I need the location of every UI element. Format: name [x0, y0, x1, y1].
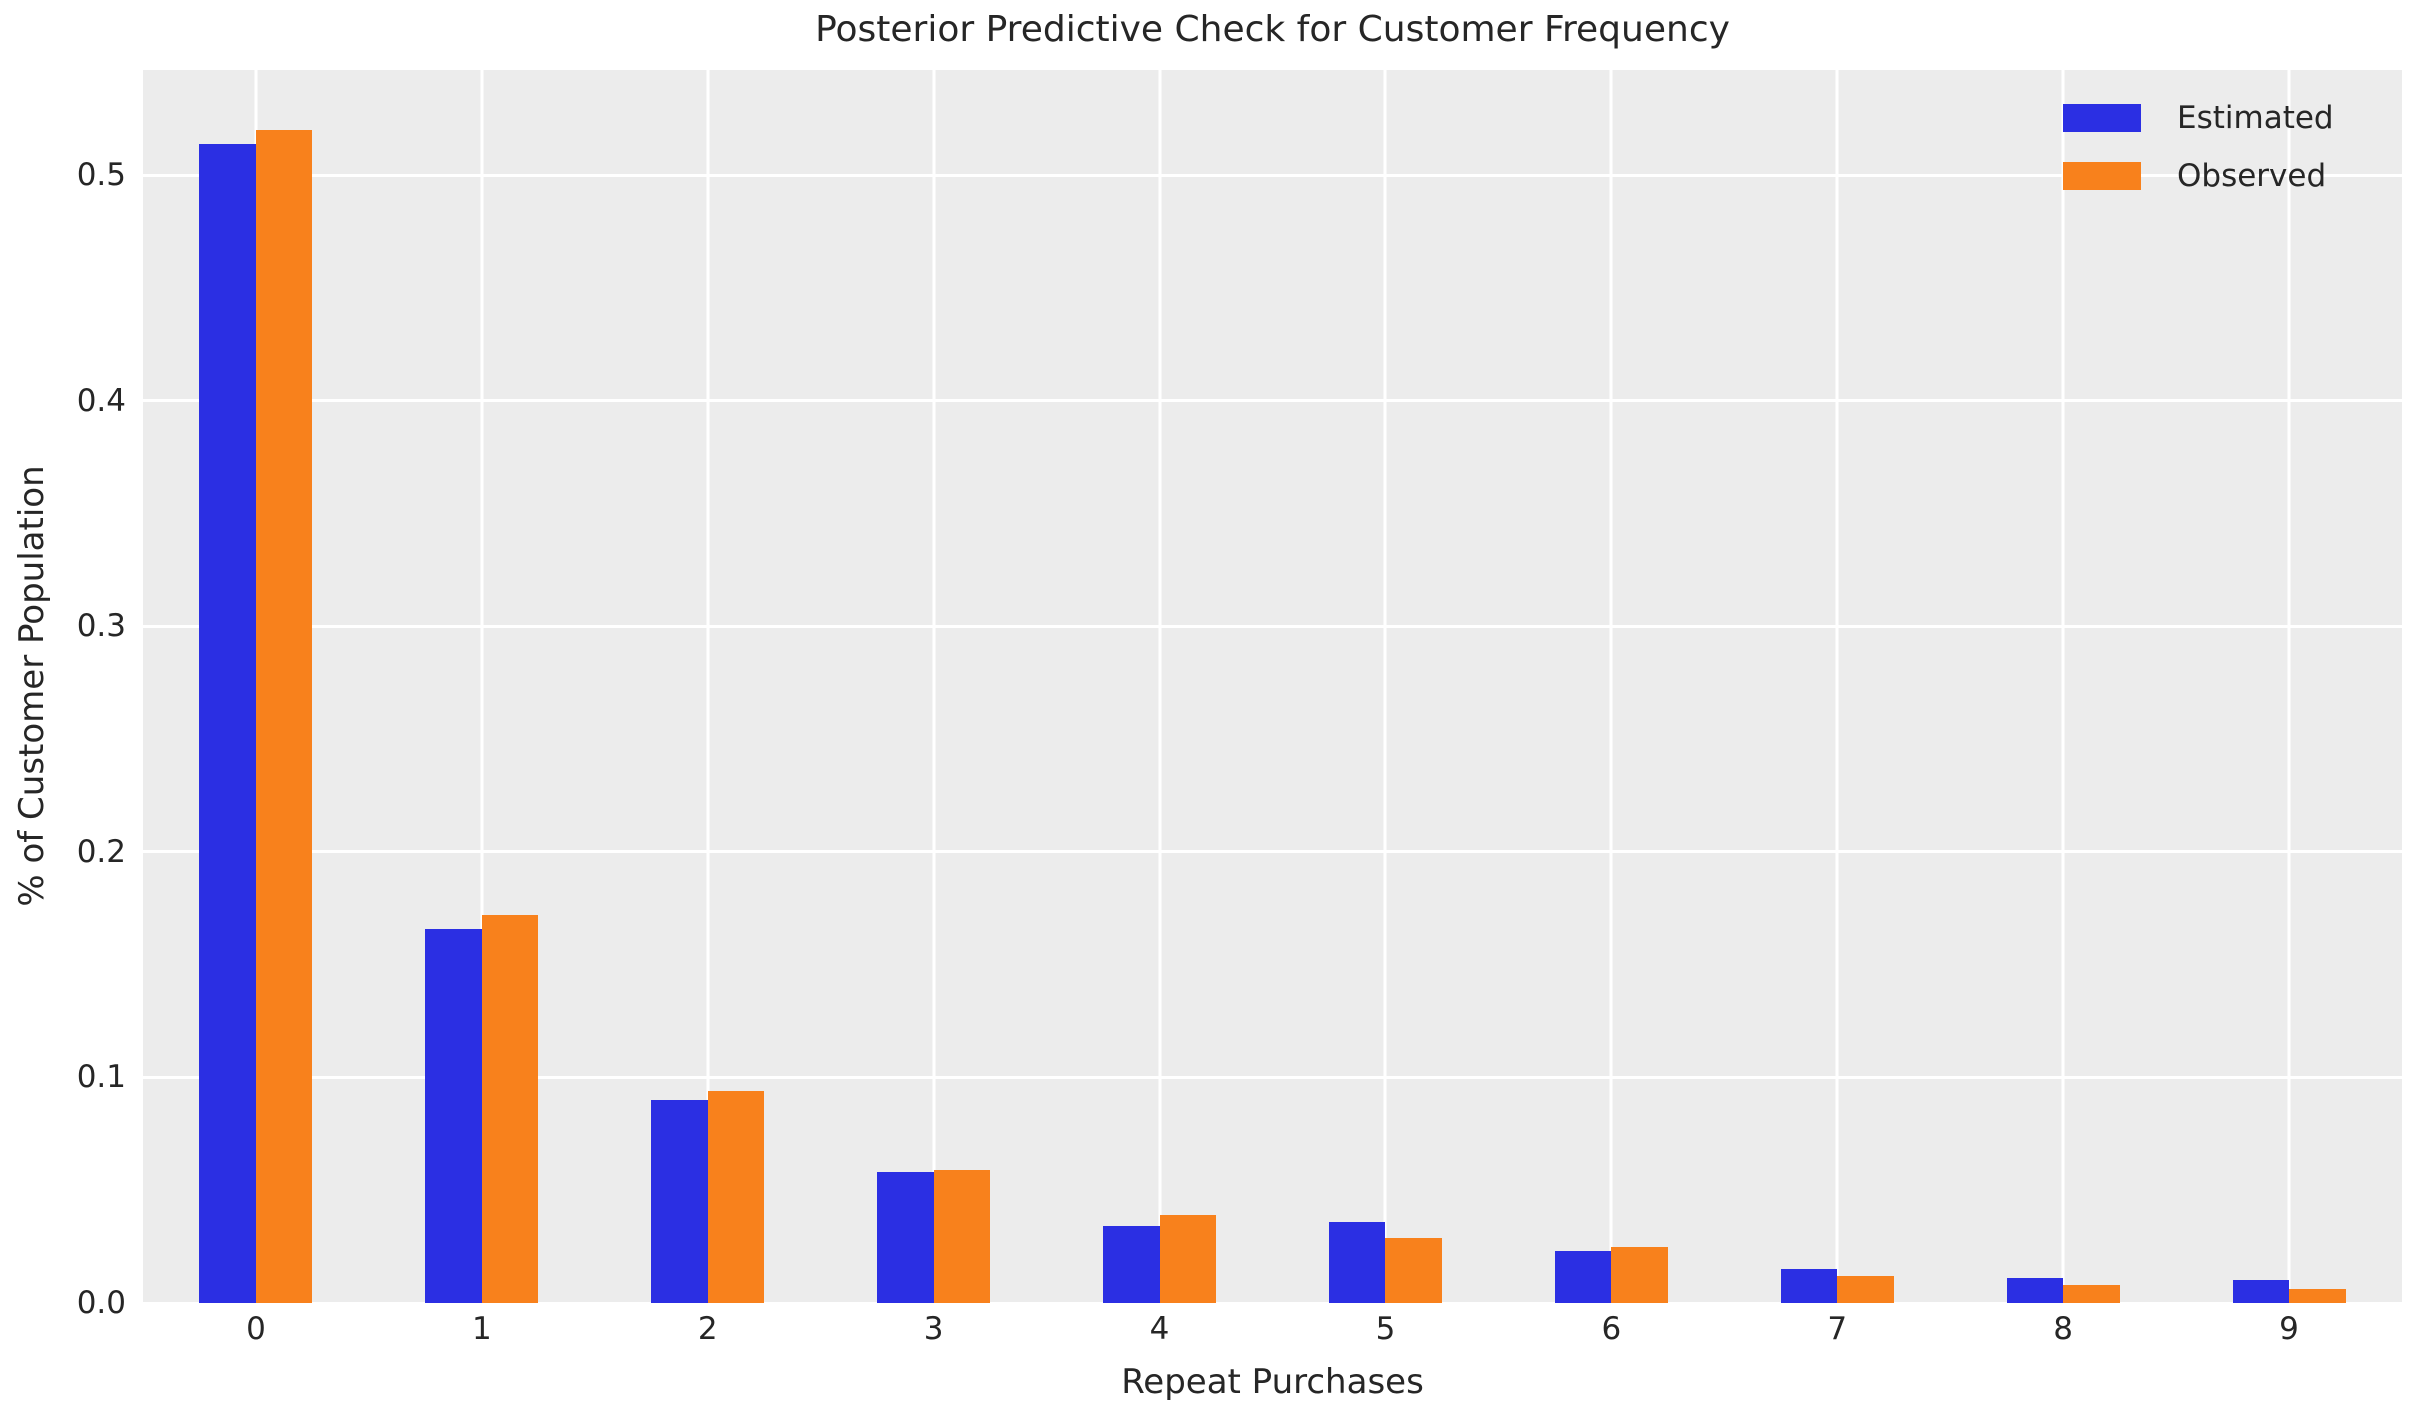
y-tick-label: 0.1	[76, 1059, 126, 1096]
legend-label-observed: Observed	[2177, 158, 2327, 194]
grid-line-vertical	[932, 70, 936, 1303]
y-tick-label: 0.0	[76, 1285, 126, 1321]
grid-line-vertical	[480, 70, 484, 1303]
legend-entry-estimated: Estimated	[2063, 100, 2334, 136]
bar-estimated-x0	[199, 143, 256, 1303]
x-tick-labels: 0 1 2 3 4 5 6 7 8 9	[143, 1310, 2402, 1354]
legend-swatch-observed	[2063, 162, 2141, 190]
bar-estimated-x3	[877, 1172, 934, 1303]
grid-line-vertical	[1835, 70, 1839, 1303]
x-tick-label: 1	[471, 1311, 492, 1347]
bar-observed-x1	[481, 915, 539, 1303]
y-tick-label: 0.4	[76, 382, 126, 419]
grid-line-vertical	[2287, 70, 2291, 1303]
grid-line-vertical	[1383, 70, 1387, 1303]
grid-line-vertical	[1609, 70, 1613, 1303]
plot-area	[143, 70, 2402, 1305]
bar-estimated-x4	[1103, 1226, 1160, 1303]
bar-estimated-x8	[2006, 1278, 2064, 1303]
grid-line-horizontal	[143, 173, 2402, 177]
grid-line-horizontal	[143, 624, 2402, 628]
bar-estimated-x9	[2232, 1280, 2290, 1303]
y-tick-label: 0.3	[76, 608, 126, 645]
x-tick-label: 8	[2053, 1311, 2074, 1347]
bar-estimated-x6	[1554, 1251, 1612, 1303]
x-tick-label: 6	[1601, 1311, 1622, 1347]
x-tick-label: 9	[2279, 1311, 2299, 1347]
x-tick-label: 2	[697, 1311, 718, 1347]
bar-estimated-x2	[651, 1099, 708, 1303]
legend: Estimated Observed	[2063, 100, 2334, 194]
chart-title: Posterior Predictive Check for Customer …	[815, 9, 1730, 50]
bar-observed-x3	[933, 1169, 991, 1303]
x-axis-label: Repeat Purchases	[1121, 1362, 1424, 1402]
legend-swatch-estimated	[2063, 104, 2141, 132]
y-tick-label: 0.5	[76, 157, 126, 194]
grid-line-vertical	[1158, 70, 1162, 1303]
legend-label-estimated: Estimated	[2177, 100, 2334, 136]
bar-observed-x6	[1611, 1246, 1668, 1303]
bar-observed-x0	[255, 130, 313, 1303]
grid-line-horizontal	[143, 399, 2402, 403]
bar-estimated-x7	[1780, 1269, 1838, 1303]
x-tick-label: 4	[1149, 1311, 1170, 1347]
grid-line-vertical	[2061, 70, 2065, 1303]
bar-observed-x2	[707, 1090, 765, 1303]
x-tick-label: 0	[246, 1311, 266, 1347]
bar-estimated-x5	[1328, 1221, 1386, 1303]
bar-estimated-x1	[425, 928, 482, 1303]
bar-observed-x4	[1159, 1215, 1217, 1303]
x-tick-label: 5	[1375, 1311, 1396, 1347]
y-tick-label: 0.2	[76, 833, 126, 870]
bar-observed-x9	[2289, 1289, 2346, 1303]
legend-entry-observed: Observed	[2063, 158, 2334, 194]
bar-observed-x5	[1385, 1237, 1442, 1303]
grid-line-vertical	[706, 70, 710, 1303]
x-tick-label: 3	[923, 1311, 944, 1347]
bar-observed-x7	[1837, 1275, 1894, 1303]
bar-observed-x8	[2063, 1284, 2120, 1303]
grid-line-horizontal	[143, 850, 2402, 854]
grid-line-horizontal	[143, 1301, 2402, 1305]
grid-line-horizontal	[143, 1075, 2402, 1079]
x-tick-label: 7	[1827, 1311, 1848, 1347]
